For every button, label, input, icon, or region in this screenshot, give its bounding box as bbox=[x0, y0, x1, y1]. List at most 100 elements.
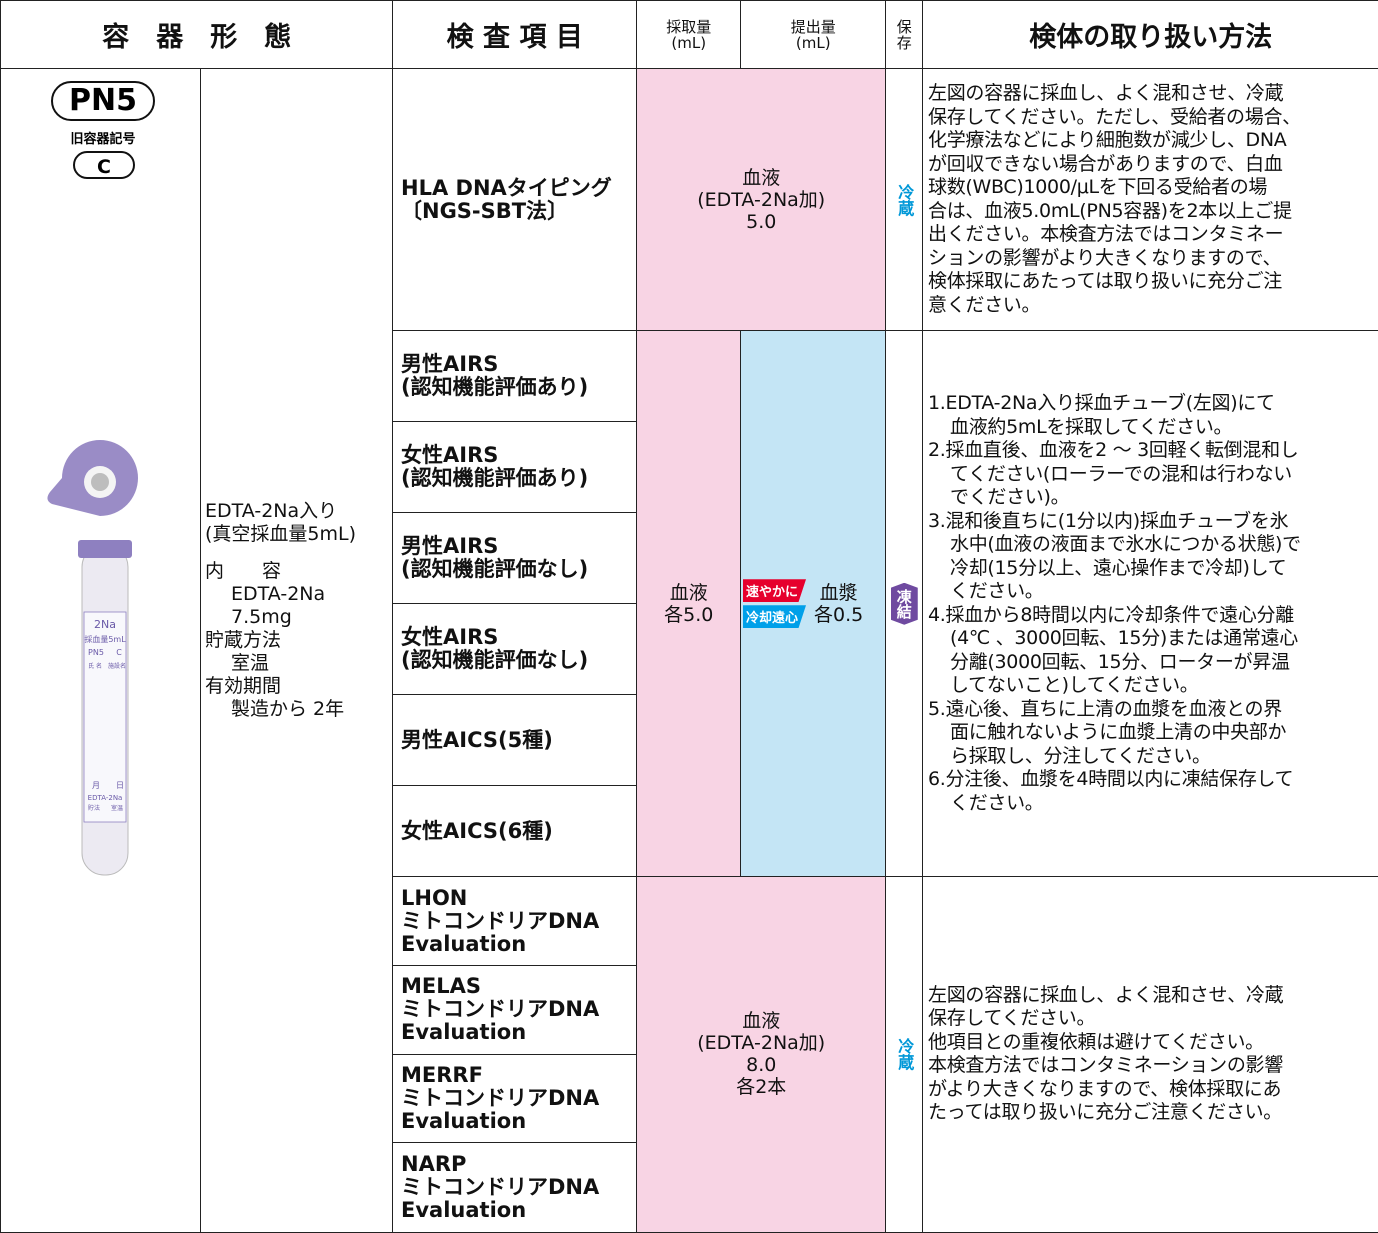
handling-cell: 左図の容器に採血し、よく混和させ、冷蔵 保存してください。ただし、受給者の場合、化… bbox=[922, 68, 1378, 332]
test-cell: 男性AICS(5種) bbox=[392, 694, 638, 787]
handling-line: 保存してください。ただし、受給者の場合、 bbox=[928, 105, 1301, 128]
tube-label: C bbox=[116, 648, 122, 657]
header-text: 存 bbox=[896, 33, 912, 52]
test-name: ミトコンドリアDNA bbox=[401, 1174, 600, 1199]
old-code-label: 旧容器記号 bbox=[70, 131, 135, 147]
handling-line: ら採取し、分注してください。 bbox=[950, 744, 1211, 767]
detail-label: 有効期間 bbox=[205, 674, 282, 697]
collection-text: (EDTA-2Na加) bbox=[697, 188, 826, 211]
storage-cell: 凍結 bbox=[885, 330, 924, 878]
test-cell: MELAS ミトコンドリアDNA Evaluation bbox=[392, 964, 638, 1055]
code-pill bbox=[51, 81, 155, 121]
handling-line: がより大きくなりますので、検体採取にあ bbox=[928, 1077, 1282, 1100]
handling-line: たっては取り扱いに充分ご注意ください。 bbox=[928, 1101, 1282, 1124]
handling-line: 意ください。 bbox=[928, 293, 1041, 316]
test-cell: 男性AIRS (認知機能評価なし) bbox=[392, 512, 638, 605]
test-name: LHON bbox=[401, 885, 468, 910]
test-name: NARP bbox=[401, 1151, 467, 1176]
test-name: (認知機能評価あり) bbox=[401, 466, 589, 491]
handling-line: (4℃ 、3000回転、15分)または通常遠心 bbox=[950, 627, 1298, 650]
collection-text: 各5.0 bbox=[664, 603, 714, 626]
handling-line: ください。 bbox=[950, 791, 1044, 814]
header-text: 採取量 bbox=[666, 17, 712, 36]
handling-line: 1.EDTA-2Na入り採血チューブ(左図)にて bbox=[928, 392, 1275, 415]
test-name: 女性AICS(6種) bbox=[401, 818, 553, 843]
handling-line: 他項目との重複依頼は避けてください。 bbox=[928, 1030, 1264, 1053]
test-name: Evaluation bbox=[401, 1197, 527, 1222]
test-name: HLA DNAタイピング bbox=[401, 175, 612, 200]
collection-cell: 血液 (EDTA-2Na加) 8.0 各2本 bbox=[636, 876, 887, 1233]
test-name: 女性AIRS bbox=[401, 443, 499, 468]
collection-text: 血液 bbox=[742, 166, 781, 189]
header-cell: 検 査 項 目 bbox=[392, 0, 638, 70]
handling-line: 出ください。本検査方法ではコンタミネー bbox=[928, 223, 1284, 246]
handling-line: 分離(3000回転、15分、ローターが昇温 bbox=[950, 650, 1290, 673]
handling-line: してないこと)してください。 bbox=[950, 674, 1199, 697]
handling-line: 3.混和後直ちに(1分以内)採血チューブを氷 bbox=[928, 509, 1289, 532]
handling-line: 保存してください。 bbox=[928, 1007, 1096, 1030]
tube-label: 室温 bbox=[111, 804, 123, 812]
test-name: Evaluation bbox=[401, 1020, 527, 1045]
handling-line: 4.採血から8時間以内に冷却条件で遠心分離 bbox=[928, 603, 1294, 626]
collection-cell: 血液 各5.0 bbox=[636, 330, 742, 878]
handling-line: 検体採取にあたっては取り扱いに充分ご注 bbox=[928, 270, 1282, 293]
handling-line: 血液約5mLを採取してください。 bbox=[950, 415, 1233, 438]
tube-label: 採血量5mL bbox=[84, 634, 126, 644]
test-name: 〔NGS-SBT法〕 bbox=[401, 198, 569, 223]
handling-line: 本検査方法ではコンタミネーションの影響 bbox=[928, 1054, 1283, 1077]
detail-value: 7.5mg bbox=[231, 605, 292, 628]
handling-cell: 1.EDTA-2Na入り採血チューブ(左図)にて 血液約5mLを採取してください。… bbox=[922, 330, 1378, 878]
tube-label: 氏 名 bbox=[88, 662, 102, 670]
header-cell: 保存 bbox=[885, 0, 924, 70]
header-cell: 検体の取り扱い方法 bbox=[922, 0, 1378, 70]
handling-line: 冷却(15分以上、遠心操作まで冷却)して bbox=[950, 556, 1287, 579]
container-code: PN5 bbox=[69, 83, 137, 118]
detail-value: 製造から 2年 bbox=[231, 697, 345, 720]
header-text: 保 bbox=[896, 17, 912, 36]
container-graphic: PN5 旧容器記号 C 2Na 採血量5mL PN5 C 氏 名 施設名 月 日… bbox=[47, 81, 155, 876]
test-cell: HLA DNAタイピング 〔NGS-SBT法〕 bbox=[392, 68, 638, 332]
handling-line: 球数(WBC)1000/μLを下回る受給者の場 bbox=[928, 176, 1268, 199]
test-name: 男性AIRS bbox=[401, 352, 499, 377]
test-name: 男性AICS(5種) bbox=[401, 727, 553, 752]
handling-line: でください)。 bbox=[950, 486, 1070, 509]
test-name: ミトコンドリアDNA bbox=[401, 908, 600, 933]
test-cell: LHON ミトコンドリアDNA Evaluation bbox=[392, 876, 638, 967]
detail-label: 貯蔵方法 bbox=[205, 628, 282, 651]
badge: 速やかに bbox=[743, 579, 807, 603]
test-name: Evaluation bbox=[401, 931, 527, 956]
header-text: 検 査 項 目 bbox=[446, 22, 583, 54]
storage-text: 冷蔵 bbox=[895, 183, 915, 216]
collection-text: 血液 bbox=[669, 581, 708, 604]
test-cell: 女性AIRS (認知機能評価あり) bbox=[392, 421, 638, 514]
tube-label: 2Na bbox=[94, 618, 116, 631]
tube-label: 日 bbox=[116, 781, 124, 790]
description-cell: EDTA-2Na入り (真空採血量5mL) 内 容 EDTA-2Na 7.5mg 貯蔵方法… bbox=[200, 68, 394, 1233]
handling-cell: 左図の容器に採血し、よく混和させ、冷蔵 保存してください。 他項目との重複依頼は避け… bbox=[922, 876, 1378, 1233]
handling-line: てください(ローラーでの混和は行わない bbox=[950, 462, 1293, 485]
test-name: (認知機能評価あり) bbox=[401, 375, 589, 400]
tube-label: 施設名 bbox=[108, 662, 126, 670]
submission-text: 血漿 各0.5 bbox=[814, 582, 863, 626]
handling-line: 化学療法などにより細胞数が減少し、DNA bbox=[928, 129, 1287, 152]
detail-value: EDTA-2Na bbox=[231, 582, 326, 605]
handling-line: 合は、血液5.0mL(PN5容器)を2本以上ご提 bbox=[928, 199, 1292, 222]
test-name: MELAS bbox=[401, 974, 482, 999]
collection-text: 8.0 bbox=[746, 1054, 777, 1077]
test-name: (認知機能評価なし) bbox=[401, 648, 589, 673]
header-text: (mL) bbox=[671, 33, 707, 52]
header-cell: 提出量 (mL) bbox=[740, 0, 887, 70]
storage-cell: 冷蔵 bbox=[885, 68, 924, 332]
header-text: 提出量 bbox=[790, 17, 836, 36]
test-name: 男性AIRS bbox=[401, 534, 499, 559]
test-cell: NARP ミトコンドリアDNA Evaluation bbox=[392, 1142, 638, 1233]
badge: 冷却遠心 bbox=[743, 605, 807, 629]
collection-text: 5.0 bbox=[746, 210, 777, 233]
handling-line: 左図の容器に採血し、よく混和させ、冷蔵 bbox=[928, 983, 1284, 1006]
header-cell: 採取量 (mL) bbox=[636, 0, 742, 70]
test-cell: MERRF ミトコンドリアDNA Evaluation bbox=[392, 1053, 638, 1144]
header-text: 容 器 形 態 bbox=[102, 22, 292, 54]
detail-value: 室温 bbox=[231, 651, 270, 674]
handling-line: 6.分注後、血漿を4時間以内に凍結保存して bbox=[928, 768, 1294, 791]
test-name: (認知機能評価なし) bbox=[401, 557, 589, 582]
